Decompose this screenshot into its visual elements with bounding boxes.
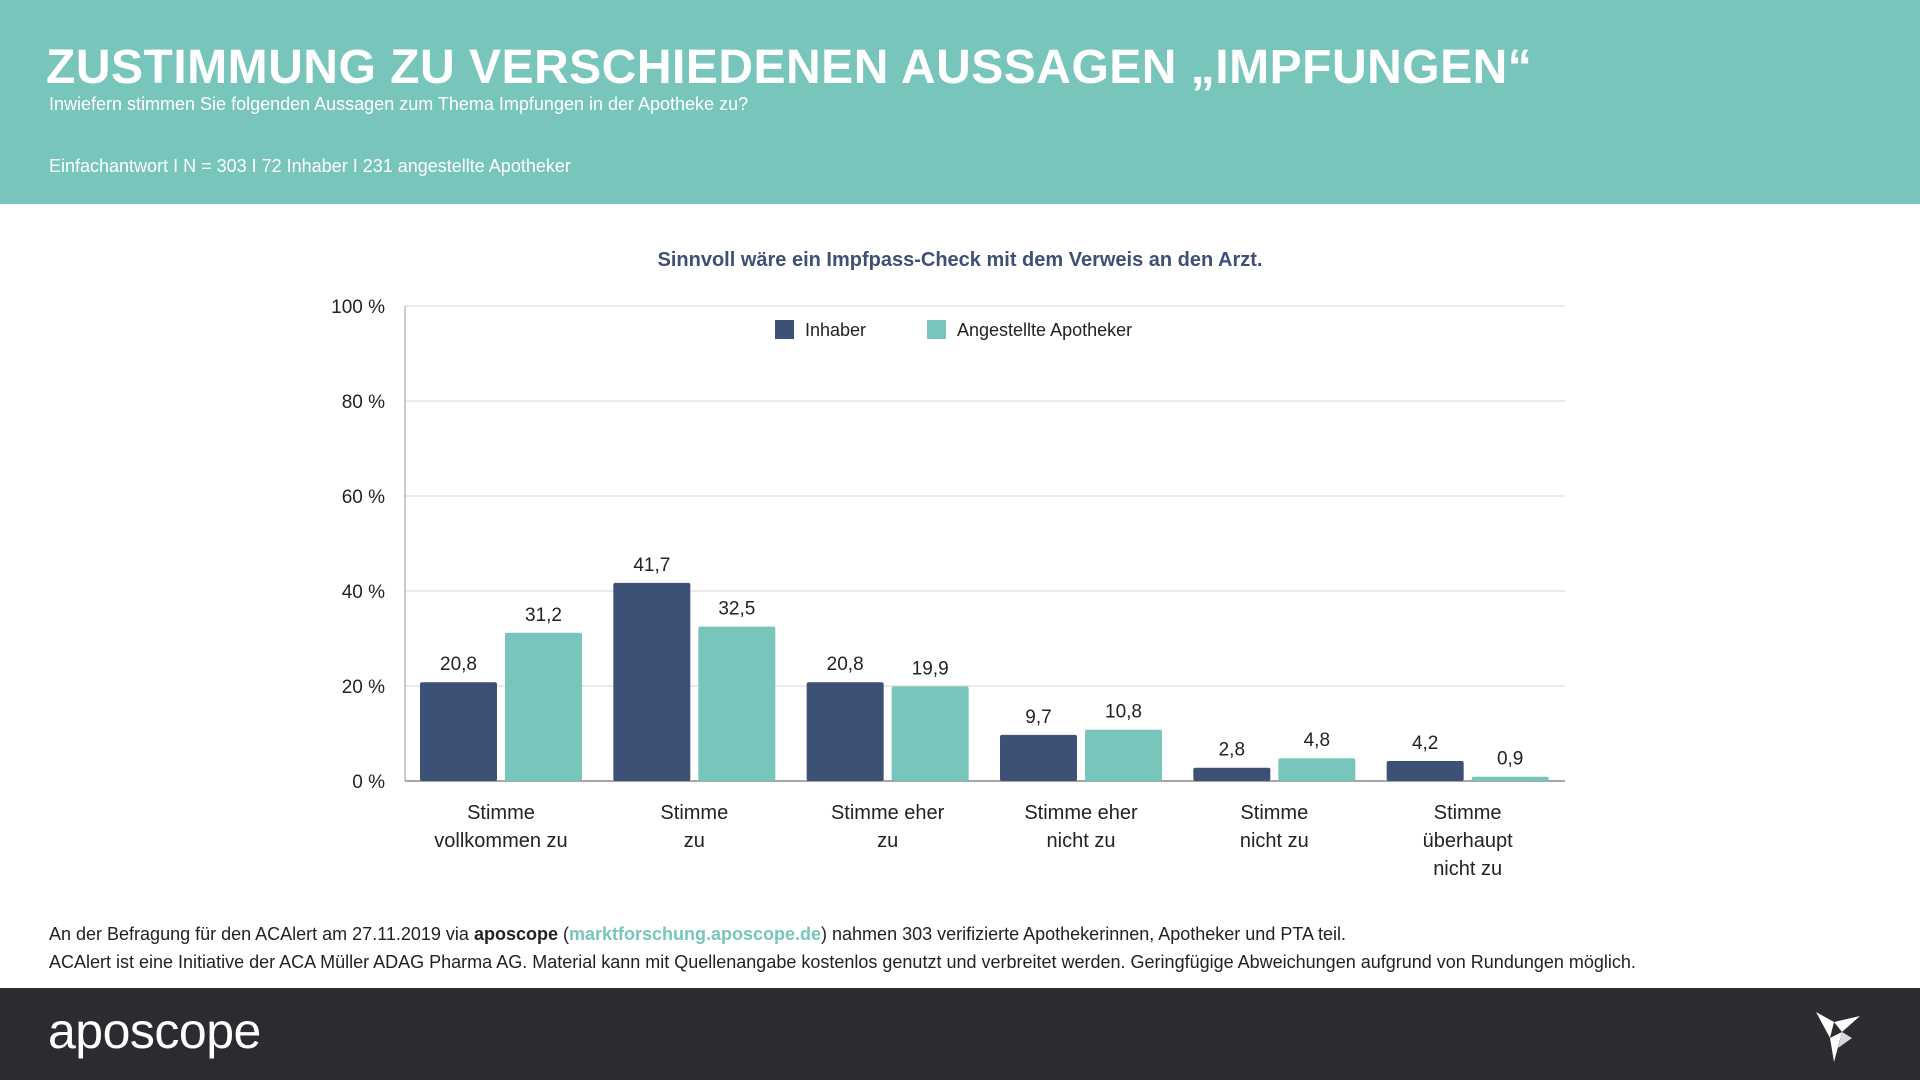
aposcope-logo: aposcope	[48, 1003, 261, 1059]
sample-info: Einfachantwort I N = 303 I 72 Inhaber I …	[49, 156, 571, 176]
chart-area: Sinnvoll wäre ein Impfpass-Check mit dem…	[0, 204, 1920, 904]
legend-label: Angestellte Apotheker	[957, 320, 1132, 340]
legend-label: Inhaber	[805, 320, 866, 340]
y-tick-label: 60 %	[342, 487, 385, 508]
y-tick-label: 80 %	[342, 392, 385, 413]
bar	[1278, 758, 1356, 781]
y-tick-label: 100 %	[331, 297, 385, 318]
bar	[1193, 767, 1271, 781]
data-label: 10,8	[1105, 702, 1142, 723]
bar	[613, 582, 691, 781]
bar	[806, 682, 884, 781]
bar	[891, 686, 969, 781]
footer-note-line-2: ACAlert ist eine Initiative der ACA Müll…	[49, 952, 1636, 972]
bar	[505, 632, 582, 781]
x-tick-label: nicht zu	[1433, 858, 1502, 880]
data-label: 32,5	[718, 599, 755, 620]
note-open: (	[557, 924, 569, 944]
note-suffix: ) nahmen 303 verifizierte Apothekerinnen…	[821, 924, 1347, 944]
x-tick-label: Stimme eher	[831, 802, 945, 824]
page-title: ZUSTIMMUNG ZU VERSCHIEDENEN AUSSAGEN „IM…	[46, 41, 1533, 94]
footer-bar: aposcope	[0, 988, 1920, 1080]
bar	[1085, 729, 1162, 781]
legend-swatch	[927, 320, 946, 339]
chart-title: Sinnvoll wäre ein Impfpass-Check mit dem…	[658, 249, 1263, 271]
x-tick-label: Stimme	[1240, 802, 1308, 824]
note-brand: aposcope	[473, 924, 558, 944]
data-label: 2,8	[1219, 740, 1245, 761]
y-tick-label: 40 %	[342, 582, 385, 603]
page-subtitle: Inwiefern stimmen Sie folgenden Aussagen…	[49, 94, 749, 114]
footer-notes: An der Befragung für den ACAlert am 27.1…	[49, 920, 1869, 976]
x-tick-label: Stimme eher	[1024, 802, 1138, 824]
footer-note-line-1: An der Befragung für den ACAlert am 27.1…	[49, 920, 1869, 948]
bar	[698, 626, 776, 781]
x-tick-label: Stimme	[660, 802, 728, 824]
data-label: 20,8	[827, 654, 864, 675]
bar	[1000, 734, 1077, 781]
note-prefix: An der Befragung für den ACAlert am 27.1…	[49, 924, 474, 944]
bar	[1471, 776, 1549, 781]
x-tick-label: überhaupt	[1423, 830, 1514, 852]
data-label: 41,7	[633, 555, 670, 576]
data-label: 31,2	[525, 605, 562, 626]
bar	[420, 682, 497, 781]
data-label: 4,2	[1412, 733, 1438, 754]
survey-link[interactable]: marktforschung.aposcope.de	[568, 924, 822, 944]
x-tick-label: nicht zu	[1240, 830, 1309, 852]
x-tick-label: zu	[684, 830, 705, 852]
bar	[1386, 761, 1464, 781]
x-tick-label: Stimme	[1434, 802, 1502, 824]
data-label: 4,8	[1304, 730, 1330, 751]
y-tick-label: 20 %	[342, 677, 385, 698]
x-tick-label: vollkommen zu	[434, 830, 567, 852]
x-tick-label: Stimme	[467, 802, 535, 824]
data-label: 9,7	[1025, 707, 1051, 728]
data-label: 20,8	[440, 654, 477, 675]
x-tick-label: nicht zu	[1047, 830, 1116, 852]
bar-chart: Sinnvoll wäre ein Impfpass-Check mit dem…	[331, 249, 1565, 880]
x-tick-label: zu	[877, 830, 898, 852]
header-banner: ZUSTIMMUNG ZU VERSCHIEDENEN AUSSAGEN „IM…	[0, 0, 1920, 204]
origami-bird-icon	[1816, 1012, 1860, 1062]
y-tick-label: 0 %	[352, 772, 385, 793]
legend-swatch	[775, 320, 794, 339]
data-label: 19,9	[912, 658, 949, 679]
data-label: 0,9	[1497, 749, 1523, 770]
